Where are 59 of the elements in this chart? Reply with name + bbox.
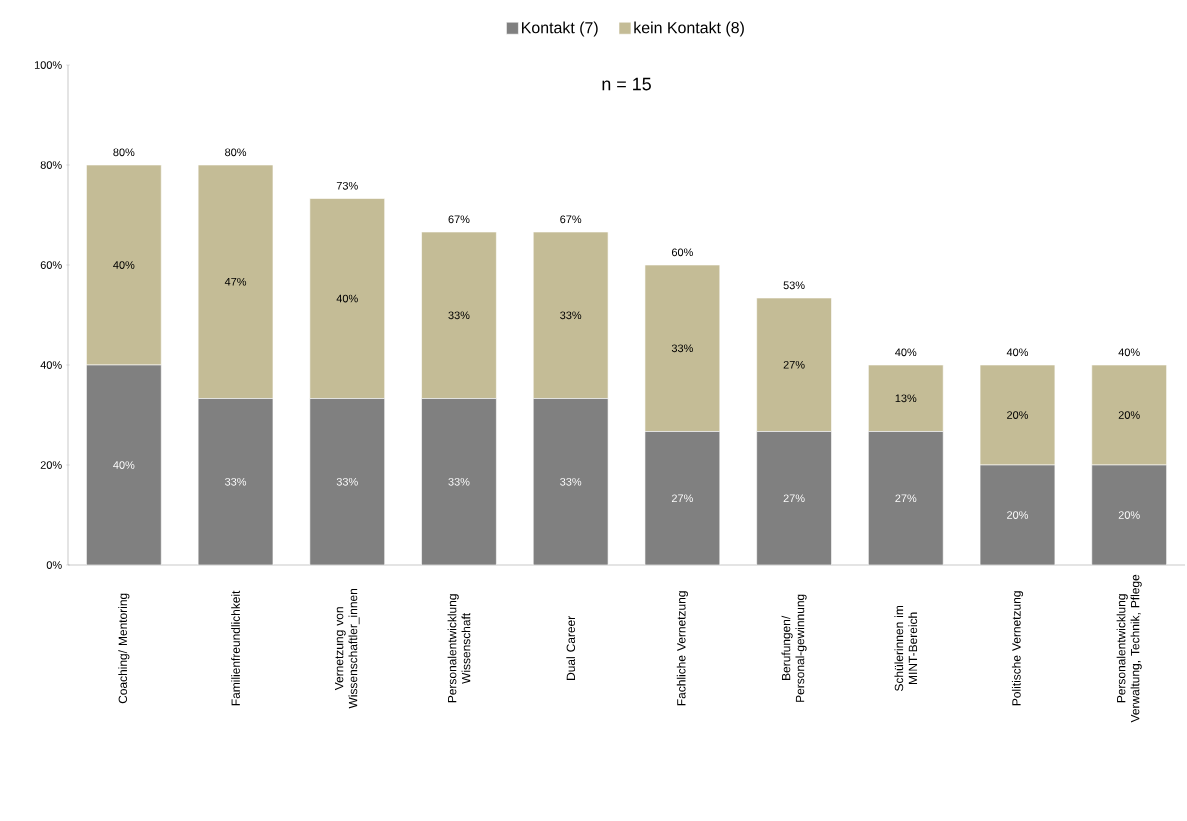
data-label: 20% [1007,411,1029,419]
x-tick-label: Dual Career [566,616,576,680]
data-label: 40% [336,294,358,303]
total-label: 40% [895,348,917,357]
data-label: 20% [1118,511,1140,519]
bar [868,431,944,565]
bar [421,398,497,565]
x-tick-label: Personalentwicklung Wissenschaft [447,594,471,703]
data-label: 33% [448,477,470,486]
total-label: 67% [448,215,470,224]
data-label: 47% [224,277,247,286]
bar [1091,464,1167,565]
total-label: 40% [1118,348,1140,357]
y-tick-label: 40% [40,361,62,369]
bar [86,364,162,565]
total-label: 80% [113,148,135,157]
data-label: 33% [560,311,582,320]
bar [197,398,274,565]
x-tick-label: Politische Vernetzung [1011,591,1024,706]
x-tick-label: Coaching/ Mentoring [118,593,130,704]
bar [644,431,721,565]
data-label: 33% [448,311,470,320]
bar [979,464,1056,565]
data-label: 33% [336,477,358,486]
x-tick-label: Vernetzung von Wissenschaftler_innen [334,589,360,709]
bar [756,431,832,565]
total-label: 67% [560,215,582,224]
x-tick-label: Berufungen/ Personal-gewinnung [781,594,807,702]
y-tick-label: 20% [40,461,62,469]
y-tick-label: 0% [46,561,62,569]
data-label: 27% [895,494,917,503]
bar [309,398,385,565]
data-label: 33% [560,477,582,486]
total-label: 53% [783,281,805,290]
data-label: 27% [783,494,805,503]
data-label: 20% [1007,511,1029,519]
data-label: 27% [783,360,805,369]
data-label: 40% [113,261,135,269]
legend-label: Kontakt (7) [522,21,598,37]
y-tick-label: 60% [40,261,62,269]
x-tick-label: Personalentwicklung Verwaltung, Technik, Pflege [1116,574,1142,723]
data-label: 27% [671,494,693,503]
legend-label: kein Kontakt (8) [634,21,744,37]
data-label: 13% [895,394,917,403]
total-label: 40% [1006,348,1029,357]
total-label: 80% [225,148,247,157]
data-label: 33% [225,477,247,486]
y-tick-label: 100% [34,61,62,69]
x-tick-label: Fachliche Vernetzung [676,591,688,706]
y-tick-label: 80% [40,161,62,169]
text: n = 15 [602,77,651,91]
bar [532,398,609,565]
data-label: 20% [1118,411,1140,419]
data-label: 40% [113,461,135,469]
total-label: 60% [671,248,693,257]
data-label: 33% [671,344,693,353]
total-label: 73% [336,181,358,190]
x-tick-label: Familienfreundlichkeit [231,590,240,706]
x-tick-label: Schülerinnen im MINT-Bereich [894,605,918,691]
